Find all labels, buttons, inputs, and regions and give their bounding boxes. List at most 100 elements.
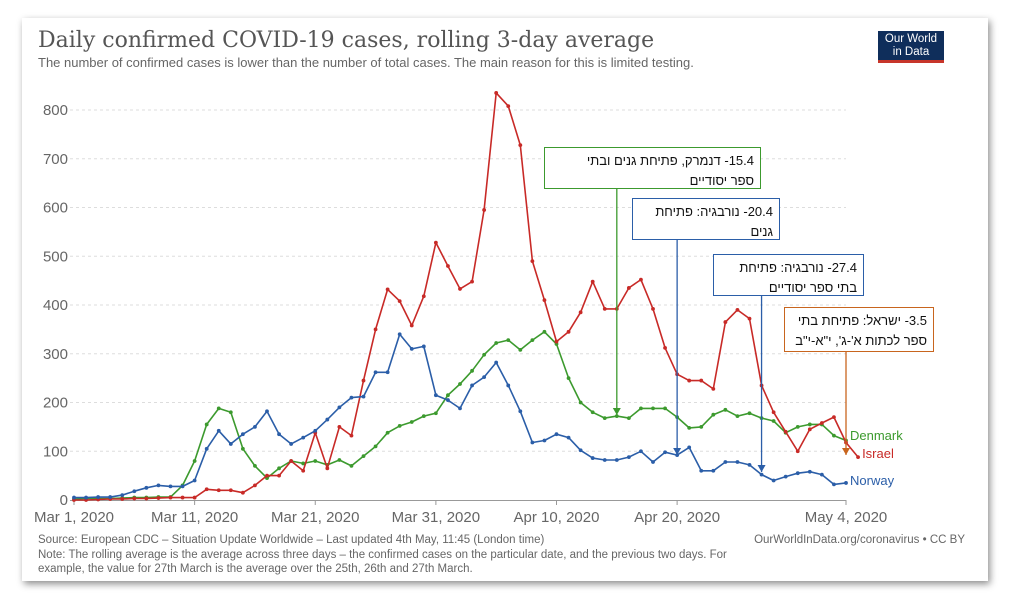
data-point-denmark (301, 461, 306, 466)
data-point-denmark (397, 424, 402, 428)
owid-logo[interactable]: Our World in Data (878, 31, 944, 63)
data-point-norway (156, 483, 161, 488)
footer-source: Source: European CDC – Situation Update … (38, 534, 545, 546)
data-point-denmark (506, 338, 511, 342)
data-point-norway (446, 398, 450, 402)
data-point-denmark (832, 433, 836, 438)
data-point-israel (506, 104, 511, 108)
x-tick-label: Mar 1, 2020 (34, 509, 114, 526)
data-point-norway (675, 453, 680, 458)
data-point-denmark (253, 463, 257, 468)
data-point-denmark (373, 444, 378, 449)
footer-url[interactable]: OurWorldInData.org/coronavirus • CC BY (754, 534, 965, 546)
data-point-norway (337, 405, 342, 410)
data-point-norway (409, 346, 414, 351)
data-point-israel (819, 421, 824, 425)
x-tick-label: Mar 31, 2020 (392, 509, 480, 526)
series-label-norway: Norway (850, 473, 895, 488)
data-point-denmark (590, 410, 595, 415)
data-point-norway (795, 471, 800, 476)
data-point-israel (144, 496, 149, 501)
annotation-box: 27.4- נורבגיה: פתיחת בתי ספר יסודיים (713, 254, 864, 296)
data-point-denmark (240, 446, 245, 451)
data-point-israel (192, 495, 197, 500)
data-point-denmark (409, 420, 414, 424)
data-point-israel (446, 264, 450, 268)
annotation-box: 15.4- דנמרק, פתיחת גנים ובתי ספר יסודיים (544, 147, 761, 189)
data-point-norway (240, 432, 245, 437)
data-point-norway (72, 495, 76, 500)
annotation-line-2: ספר יסודיים (689, 173, 754, 188)
data-point-norway (590, 456, 595, 460)
data-point-israel (590, 279, 595, 284)
x-tick-label: Apr 10, 2020 (514, 509, 600, 526)
data-point-denmark (602, 416, 607, 420)
data-point-norway (373, 370, 378, 375)
data-point-israel (421, 294, 426, 299)
data-point-denmark (385, 430, 390, 435)
data-point-denmark (494, 341, 499, 345)
data-point-norway (735, 460, 740, 464)
data-point-denmark (771, 419, 776, 423)
data-point-norway (530, 440, 535, 445)
data-point-denmark (349, 463, 354, 468)
data-point-denmark (433, 411, 438, 416)
data-point-norway (663, 450, 667, 455)
annotation-arrowhead (842, 448, 850, 455)
data-point-norway (482, 375, 487, 380)
data-point-israel (265, 473, 269, 478)
annotation-arrowhead (673, 448, 682, 455)
y-tick-label: 500 (43, 248, 68, 265)
data-point-israel (856, 455, 860, 459)
data-point-norway (253, 424, 257, 429)
data-point-norway (819, 472, 824, 477)
data-point-israel (397, 299, 402, 303)
data-point-norway (651, 460, 655, 464)
series-line-israel (74, 92, 859, 501)
data-point-denmark (626, 416, 631, 420)
data-point-norway (723, 460, 728, 464)
data-point-israel (373, 327, 378, 332)
data-point-denmark (518, 347, 523, 352)
data-point-norway (421, 344, 426, 349)
data-point-norway (108, 495, 113, 499)
data-point-denmark (651, 406, 655, 411)
data-point-israel (807, 427, 812, 432)
series-line-denmark (73, 330, 847, 500)
x-tick-label: Apr 20, 2020 (634, 509, 720, 526)
y-tick-label: 600 (43, 200, 68, 217)
y-tick-label: 300 (43, 346, 68, 363)
data-point-norway (832, 482, 836, 487)
axis-layer: 0 100 200 300 400 500 600 700 800 Mar 1, 2020 Mar … (34, 102, 887, 526)
data-point-norway (771, 478, 776, 483)
annotation-line-1: 3.5- ישראל: פתיחת בתי (797, 313, 927, 328)
chart-subtitle: The number of confirmed cases is lower t… (38, 55, 694, 70)
logo-line-2: in Data (892, 46, 930, 58)
data-point-israel (301, 468, 306, 473)
data-point-norway (614, 458, 619, 462)
data-point-israel (639, 277, 643, 282)
data-point-denmark (482, 352, 487, 357)
data-point-norway (602, 458, 607, 462)
annotation-arrowhead (612, 408, 621, 415)
data-point-israel (277, 473, 281, 478)
data-point-denmark (578, 400, 583, 405)
data-point-denmark (735, 414, 740, 419)
data-point-denmark (795, 424, 800, 429)
data-point-denmark (723, 407, 728, 412)
data-point-israel (783, 429, 788, 434)
annotation-arrowhead (757, 465, 766, 472)
data-point-israel (240, 490, 245, 495)
data-point-denmark (614, 414, 619, 419)
data-point-norway (699, 468, 704, 473)
data-point-denmark (458, 382, 462, 386)
x-tick-label: May 4, 2020 (805, 509, 888, 526)
data-point-israel (289, 459, 294, 463)
data-point-norway (783, 474, 788, 479)
y-tick-label: 700 (43, 151, 68, 168)
data-point-israel (687, 378, 692, 383)
data-point-norway (844, 481, 848, 485)
data-point-israel (433, 240, 438, 245)
data-point-norway (349, 395, 354, 400)
data-point-norway (518, 409, 523, 414)
